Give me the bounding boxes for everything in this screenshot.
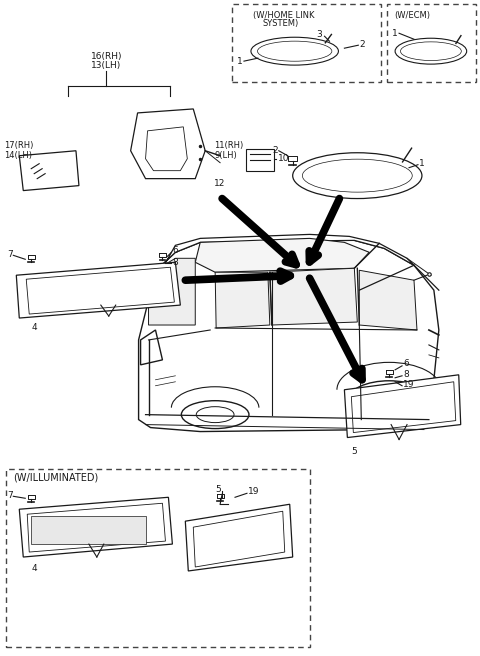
Text: 5: 5 — [351, 447, 357, 456]
Text: 4: 4 — [31, 323, 37, 333]
Ellipse shape — [366, 389, 412, 411]
Polygon shape — [148, 258, 195, 325]
Text: 7: 7 — [7, 491, 13, 500]
Text: 16(RH): 16(RH) — [91, 52, 122, 60]
Polygon shape — [360, 270, 417, 330]
Polygon shape — [19, 151, 79, 191]
Text: 13(LH): 13(LH) — [91, 60, 121, 70]
Bar — [246, 149, 274, 171]
Bar — [232, 5, 381, 82]
Text: 2: 2 — [273, 146, 278, 155]
Ellipse shape — [196, 407, 234, 422]
Text: 19: 19 — [403, 380, 415, 389]
Text: 8: 8 — [403, 370, 409, 379]
Polygon shape — [270, 268, 357, 325]
Text: 7: 7 — [7, 250, 13, 259]
Polygon shape — [158, 234, 414, 268]
Text: 12: 12 — [214, 179, 226, 188]
Polygon shape — [195, 238, 369, 272]
Bar — [6, 470, 310, 647]
Polygon shape — [19, 497, 172, 557]
Text: 6: 6 — [172, 246, 178, 255]
Text: 5: 5 — [215, 485, 221, 494]
Text: 10: 10 — [278, 154, 289, 163]
Text: (W/ECM): (W/ECM) — [394, 11, 430, 20]
Polygon shape — [185, 504, 293, 571]
Text: 17(RH): 17(RH) — [4, 141, 34, 150]
Polygon shape — [215, 272, 270, 328]
Text: SYSTEM): SYSTEM) — [263, 19, 299, 28]
Bar — [31, 516, 145, 544]
Text: 3: 3 — [316, 30, 322, 39]
Polygon shape — [131, 109, 205, 178]
Text: 4: 4 — [31, 564, 37, 573]
Text: 6: 6 — [403, 359, 409, 369]
Text: 11(RH): 11(RH) — [214, 141, 243, 150]
Text: (W/ILLUMINATED): (W/ILLUMINATED) — [13, 472, 98, 482]
Text: 1: 1 — [237, 56, 243, 66]
Polygon shape — [16, 262, 180, 318]
Polygon shape — [344, 375, 461, 438]
Text: 1: 1 — [419, 159, 425, 168]
Text: 1: 1 — [392, 29, 398, 38]
Text: 9(LH): 9(LH) — [214, 152, 237, 160]
Ellipse shape — [348, 380, 430, 419]
Text: 19: 19 — [248, 487, 260, 496]
Text: 8: 8 — [172, 258, 178, 267]
Text: 2: 2 — [360, 40, 365, 49]
Text: 14(LH): 14(LH) — [4, 152, 32, 160]
Polygon shape — [139, 238, 439, 432]
Bar — [387, 5, 476, 82]
Text: (W/HOME LINK: (W/HOME LINK — [253, 11, 314, 20]
Ellipse shape — [181, 401, 249, 428]
